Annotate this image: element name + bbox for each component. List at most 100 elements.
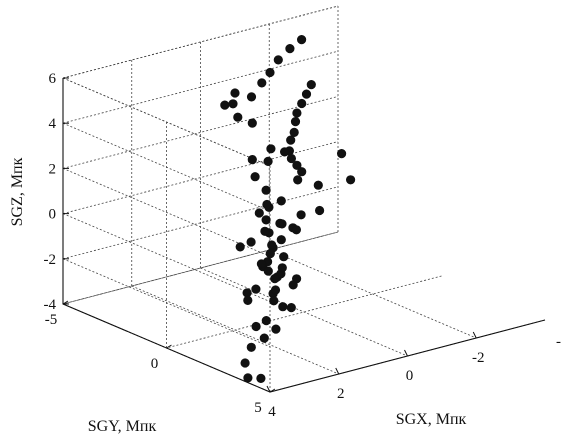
data-point	[256, 373, 266, 384]
data-point	[276, 196, 286, 206]
data-point	[261, 316, 271, 326]
data-point	[235, 242, 245, 252]
grid-line	[200, 267, 408, 357]
data-point	[280, 147, 290, 157]
data-point	[296, 210, 306, 220]
grid-line	[62, 96, 339, 169]
y-axis-label: SGY, Мпк	[88, 418, 157, 435]
data-point	[251, 321, 261, 332]
data-point	[297, 98, 307, 109]
data-point	[313, 180, 323, 190]
labels-layer: SGZ, Мпк SGY, Мпк SGX, Мпк -	[9, 157, 561, 435]
data-point	[267, 240, 277, 250]
y-tick-label: 5	[254, 400, 262, 416]
data-point	[243, 373, 253, 383]
grid-line	[62, 50, 339, 124]
data-point	[240, 358, 250, 368]
data-point	[286, 153, 297, 164]
z-tick-label: 2	[49, 161, 57, 177]
data-point	[297, 34, 307, 45]
data-point	[269, 296, 279, 306]
axes-layer	[62, 78, 546, 393]
x-tick-mark	[472, 331, 477, 339]
grid-line	[62, 231, 339, 305]
data-point	[278, 302, 288, 312]
x-tick-label: 0	[406, 368, 414, 384]
y-tick-mark	[62, 300, 69, 305]
data-point	[271, 324, 281, 334]
data-point	[291, 225, 302, 235]
data-point	[292, 108, 302, 118]
data-point	[270, 285, 281, 295]
z-tick-label: -4	[44, 297, 57, 313]
data-point	[247, 155, 257, 165]
data-point	[270, 274, 280, 284]
data-point	[256, 259, 267, 269]
x-tick-label: -2	[472, 350, 485, 366]
x-tick-label: 4	[268, 404, 276, 420]
data-point	[247, 118, 257, 128]
data-point	[261, 215, 271, 225]
data-point	[297, 167, 307, 177]
z-tick-label: -2	[44, 252, 57, 268]
data-point	[265, 67, 275, 78]
data-point	[233, 112, 243, 122]
points-layer	[220, 34, 356, 384]
x-tick-mark	[335, 367, 340, 375]
y-tick-label: -5	[45, 312, 58, 328]
data-point	[259, 333, 269, 343]
y-tick-mark	[269, 388, 276, 393]
grid-line	[62, 168, 271, 257]
z-axis-label: SGZ, Мпк	[9, 157, 26, 226]
data-point	[315, 205, 325, 216]
data-point	[346, 175, 356, 185]
grid-line	[166, 275, 442, 349]
data-point	[289, 127, 299, 137]
data-point	[286, 303, 296, 313]
data-point	[276, 235, 286, 245]
x-axis-label: SGX, Мпк	[396, 411, 467, 428]
grid-line	[62, 213, 271, 302]
data-point	[246, 92, 257, 102]
data-point	[285, 43, 295, 54]
data-point	[293, 175, 303, 185]
data-point	[220, 100, 230, 110]
data-point	[260, 226, 270, 236]
data-point	[288, 280, 298, 290]
data-point	[263, 156, 273, 166]
data-point	[275, 218, 285, 228]
data-point	[257, 78, 267, 88]
grid-line	[62, 231, 339, 305]
data-point	[246, 237, 256, 247]
data-point	[279, 252, 289, 262]
data-point	[230, 88, 240, 98]
data-point	[292, 160, 302, 170]
grid-line	[62, 5, 339, 79]
data-point	[243, 295, 253, 306]
ticks-layer: -4 -2 0 2 4 6 -5 0 5 -2 0 2 4	[44, 71, 485, 420]
y-tick-mark	[166, 344, 172, 349]
grid-line	[62, 186, 339, 260]
data-point	[228, 99, 238, 109]
y-tick-label: 0	[151, 356, 159, 372]
data-point	[290, 116, 301, 127]
z-tick-label: 6	[49, 71, 57, 87]
data-point	[301, 89, 312, 99]
grid-line	[62, 122, 271, 212]
data-point	[337, 149, 347, 159]
data-point	[277, 263, 287, 273]
grid-line	[62, 77, 271, 167]
data-point	[251, 284, 261, 294]
data-point	[261, 185, 271, 195]
data-point	[266, 144, 276, 154]
data-point	[286, 135, 296, 145]
data-point	[263, 266, 273, 276]
x-axis-edge-label: -	[556, 334, 561, 350]
x-tick-mark	[266, 385, 271, 393]
grid-line	[269, 249, 477, 339]
data-point	[306, 79, 316, 90]
data-point	[254, 208, 264, 218]
axis-box-edges	[62, 78, 546, 393]
